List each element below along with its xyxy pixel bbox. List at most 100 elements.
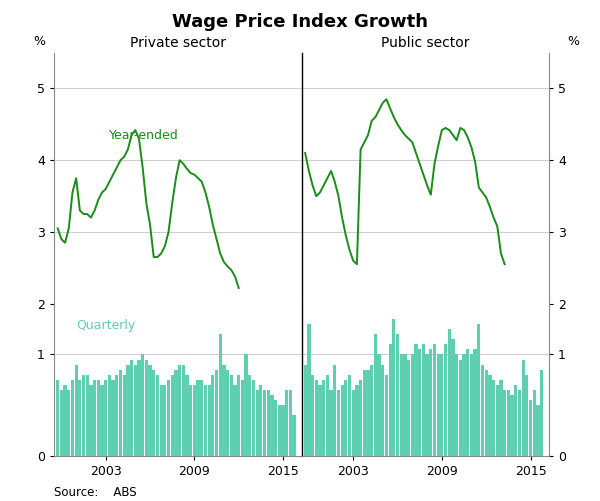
Bar — [440, 354, 443, 456]
Bar — [185, 375, 188, 456]
Bar — [333, 365, 337, 456]
Bar — [514, 385, 517, 456]
Bar — [311, 375, 314, 456]
Bar — [374, 334, 377, 456]
Bar — [78, 380, 82, 456]
Bar — [126, 365, 130, 456]
Bar — [148, 365, 152, 456]
Bar — [455, 354, 458, 456]
Bar — [521, 360, 525, 456]
Bar — [211, 375, 214, 456]
Bar — [274, 400, 277, 456]
Bar — [518, 390, 521, 456]
Text: Wage Price Index Growth: Wage Price Index Growth — [172, 13, 428, 31]
Bar — [503, 390, 506, 456]
Bar — [137, 360, 140, 456]
Bar — [385, 375, 388, 456]
Bar — [266, 390, 270, 456]
Bar — [473, 349, 477, 456]
Bar — [67, 390, 70, 456]
Bar — [244, 354, 248, 456]
Bar — [292, 415, 296, 456]
Bar — [189, 385, 193, 456]
Bar — [448, 329, 451, 456]
Text: Source:    ABS: Source: ABS — [54, 486, 137, 499]
Text: Year-ended: Year-ended — [109, 129, 178, 142]
Text: %: % — [33, 35, 45, 48]
Bar — [89, 385, 92, 456]
Bar — [477, 324, 481, 456]
Bar — [415, 344, 418, 456]
Bar — [93, 380, 96, 456]
Bar — [418, 349, 421, 456]
Bar — [178, 365, 181, 456]
Bar — [529, 400, 532, 456]
Bar — [104, 380, 107, 456]
Title: Public sector: Public sector — [381, 36, 470, 50]
Bar — [422, 344, 425, 456]
Bar — [222, 365, 226, 456]
Bar — [511, 395, 514, 456]
Bar — [233, 385, 236, 456]
Bar — [326, 375, 329, 456]
Bar — [289, 390, 292, 456]
Bar — [241, 380, 244, 456]
Bar — [145, 360, 148, 456]
Bar — [362, 370, 366, 456]
Bar — [115, 375, 118, 456]
Bar — [263, 390, 266, 456]
Bar — [444, 344, 447, 456]
Bar — [466, 349, 469, 456]
Bar — [488, 375, 491, 456]
Bar — [425, 354, 429, 456]
Bar — [112, 380, 115, 456]
Bar — [215, 370, 218, 456]
Bar — [496, 385, 499, 456]
Bar — [355, 385, 359, 456]
Bar — [304, 365, 307, 456]
Bar — [252, 380, 255, 456]
Bar — [525, 375, 529, 456]
Bar — [407, 360, 410, 456]
Bar — [156, 375, 159, 456]
Bar — [429, 349, 433, 456]
Bar — [141, 354, 144, 456]
Bar — [71, 380, 74, 456]
Bar — [403, 354, 407, 456]
Bar — [389, 344, 392, 456]
Bar — [130, 360, 133, 456]
Bar — [492, 380, 495, 456]
Bar — [392, 319, 395, 456]
Bar — [208, 385, 211, 456]
Bar — [200, 380, 203, 456]
Bar — [271, 395, 274, 456]
Bar — [536, 405, 539, 456]
Bar — [459, 360, 462, 456]
Bar — [463, 354, 466, 456]
Bar — [152, 370, 155, 456]
Bar — [218, 334, 222, 456]
Bar — [341, 385, 344, 456]
Bar — [481, 365, 484, 456]
Bar — [337, 390, 340, 456]
Bar — [400, 354, 403, 456]
Bar — [108, 375, 111, 456]
Bar — [410, 354, 414, 456]
Bar — [499, 380, 503, 456]
Bar — [160, 385, 163, 456]
Bar — [281, 405, 284, 456]
Bar — [174, 370, 178, 456]
Bar — [359, 380, 362, 456]
Bar — [433, 344, 436, 456]
Bar — [437, 354, 440, 456]
Bar — [226, 370, 229, 456]
Bar — [329, 390, 332, 456]
Bar — [344, 380, 347, 456]
Bar — [259, 385, 262, 456]
Bar — [100, 385, 104, 456]
Bar — [285, 390, 289, 456]
Bar — [170, 375, 174, 456]
Bar — [64, 385, 67, 456]
Bar — [381, 365, 385, 456]
Bar — [533, 390, 536, 456]
